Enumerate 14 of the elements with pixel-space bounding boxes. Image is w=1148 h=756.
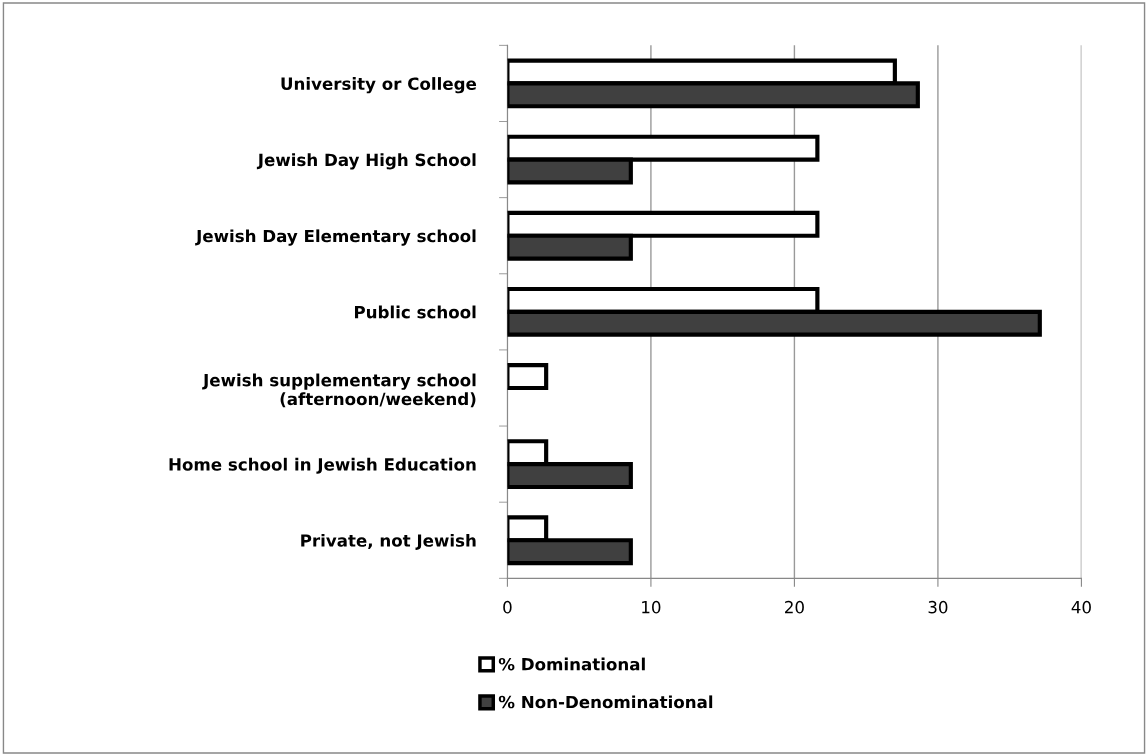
y-tick-label: Home school in Jewish Education xyxy=(169,457,476,474)
x-tick-label: 20 xyxy=(785,600,804,614)
y-tick-label: University or College xyxy=(281,77,477,94)
legend-label: % Dominational xyxy=(498,657,645,671)
x-tick-label: 30 xyxy=(928,600,948,614)
x-tick-label: 0 xyxy=(503,600,512,614)
y-tick-label: Jewish supplementary school (afternoon/weekend) xyxy=(202,373,476,408)
y-tick-label: Private, not Jewish xyxy=(301,533,476,550)
y-tick-label: Jewish Day Elementary school xyxy=(195,229,476,246)
legend-label: % Non-Denominational xyxy=(498,695,713,709)
y-tick-label: Jewish Day High School xyxy=(256,153,476,170)
x-tick-label: 10 xyxy=(642,600,661,614)
y-tick-label: Public school xyxy=(354,305,476,319)
x-tick-label: 40 xyxy=(1071,600,1091,614)
